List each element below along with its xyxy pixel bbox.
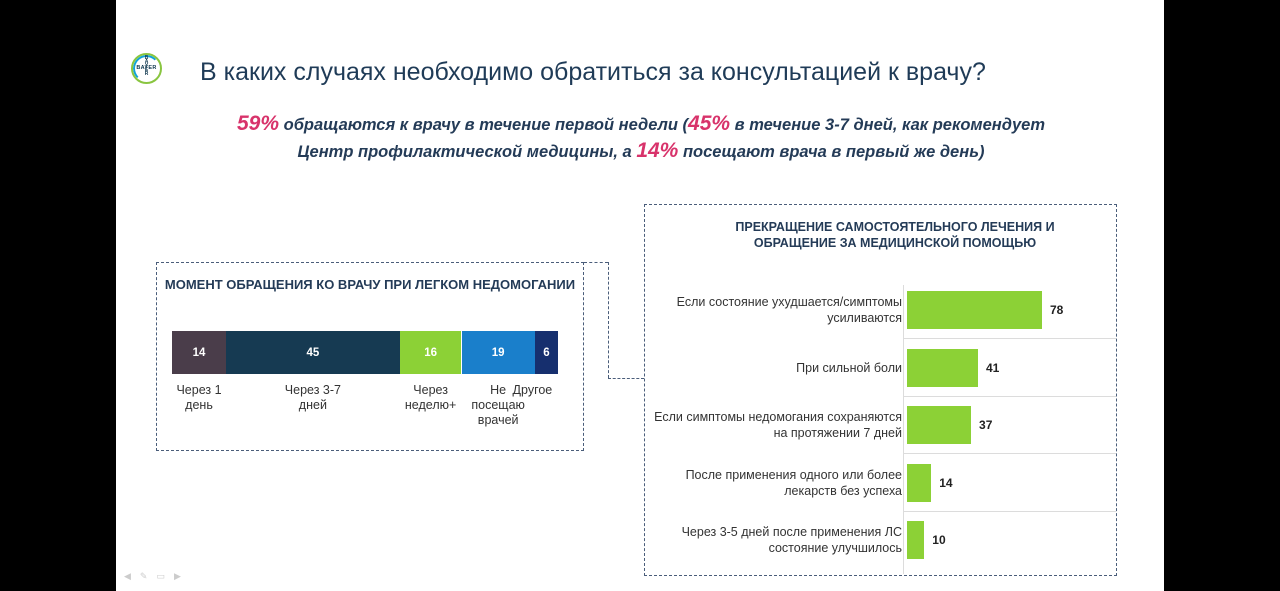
segment-label: Другое <box>512 383 553 397</box>
bar-category-label: Через 3-5 дней после применения ЛС состо… <box>681 525 902 555</box>
stacked-segment: 14 <box>172 331 227 374</box>
bar <box>907 463 932 502</box>
bar-row: После применения одного или более лекарс… <box>645 454 1116 512</box>
reasons-chart-panel: ПРЕКРАЩЕНИЕ САМОСТОЯТЕЛЬНОГО ЛЕЧЕНИЯ И О… <box>644 204 1117 576</box>
subtitle-text-3: посещают врача в первый же день) <box>678 143 985 161</box>
segment-label: Через 1 день <box>176 383 222 412</box>
stacked-segment: 16 <box>399 331 462 374</box>
subtitle-text-2: в течение 3-7 дней, как рекомендует Цент… <box>297 116 1045 161</box>
bar-row: Если состояние ухудшается/симптомы усили… <box>645 281 1116 339</box>
subtitle: 59% обращаются к врачу в течение первой … <box>226 111 1056 165</box>
stacked-bar: 14 45 16 19 6 <box>172 331 572 374</box>
subtitle-pct-1: 59% <box>237 112 280 135</box>
segment-label: Через неделю+ <box>404 383 457 412</box>
pen-icon[interactable]: ✎ <box>139 571 148 581</box>
connector-line <box>584 262 608 263</box>
bar <box>907 291 1042 329</box>
bar-category-label: При сильной боли <box>796 360 902 375</box>
bar-value-label: 10 <box>932 533 946 547</box>
bar-value-label: 41 <box>985 360 1000 375</box>
footer-controls: ◀ ✎ ▭ ▶ <box>124 571 181 582</box>
segment-value: 16 <box>424 346 437 359</box>
bar-category-label: Если состояние ухудшается/симптомы усили… <box>676 295 902 325</box>
bar-category-label: После применения одного или более лекарс… <box>685 467 902 498</box>
bar <box>907 348 978 387</box>
bar-value-label: 37 <box>979 418 993 432</box>
row-divider <box>903 453 1116 454</box>
bar-row: При сильной боли 41 <box>645 339 1116 397</box>
subtitle-text-1: обращаются к врачу в течение первой неде… <box>279 116 689 134</box>
subtitle-pct-2: 45% <box>688 112 731 135</box>
bar <box>907 406 972 444</box>
bar-row: Через 3-5 дней после применения ЛС состо… <box>645 511 1116 569</box>
slides-icon[interactable]: ▭ <box>156 571 165 581</box>
connector-line <box>608 262 609 378</box>
row-divider <box>903 395 1116 397</box>
stacked-segment: 6 <box>534 331 558 374</box>
reasons-chart-title: ПРЕКРАЩЕНИЕ САМОСТОЯТЕЛЬНОГО ЛЕЧЕНИЯ И О… <box>735 220 1055 250</box>
timing-chart-panel: МОМЕНТ ОБРАЩЕНИЯ КО ВРАЧУ ПРИ ЛЕГКОМ НЕД… <box>156 262 584 451</box>
bar-category-label: Если симптомы недомогания сохраняются на… <box>654 410 902 440</box>
stacked-segment: 45 <box>226 331 400 374</box>
chart-axis <box>903 285 904 574</box>
row-divider <box>903 510 1116 512</box>
page-title: В каких случаях необходимо обратиться за… <box>200 58 986 86</box>
segment-value: 19 <box>491 346 505 359</box>
bar-value-label: 14 <box>939 475 953 490</box>
bar-value-label: 78 <box>1050 303 1064 317</box>
segment-value: 45 <box>306 346 320 359</box>
subtitle-pct-3: 14% <box>636 139 679 162</box>
next-icon[interactable]: ▶ <box>173 571 181 581</box>
row-divider <box>903 338 1116 339</box>
timing-chart-title: МОМЕНТ ОБРАЩЕНИЯ КО ВРАЧУ ПРИ ЛЕГКОМ НЕД… <box>164 277 576 292</box>
segment-value: 14 <box>192 346 206 359</box>
segment-value: 6 <box>543 346 550 359</box>
bar-row: Если симптомы недомогания сохраняются на… <box>645 396 1116 454</box>
segment-label: Не посещаю врачей <box>471 383 525 427</box>
stacked-segment: 19 <box>461 331 535 374</box>
prev-icon[interactable]: ◀ <box>124 571 131 581</box>
logo-horizontal-text: BAYER <box>136 65 157 71</box>
segment-label: Через 3-7 дней <box>284 383 341 412</box>
connector-line <box>608 378 644 379</box>
bar <box>907 521 925 559</box>
